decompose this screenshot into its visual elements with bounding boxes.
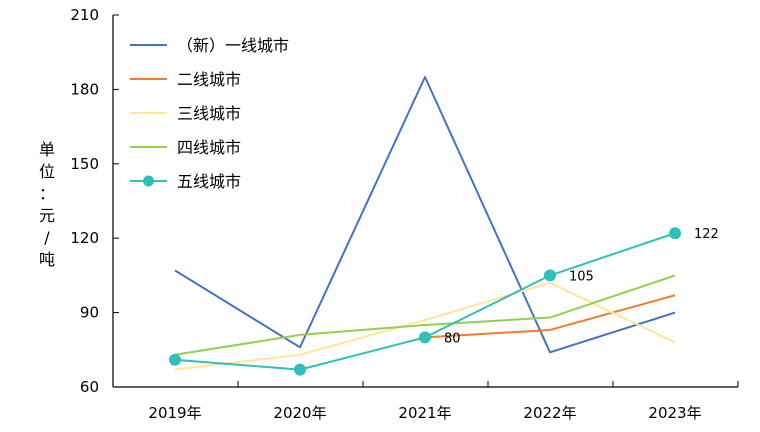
series-lines [169, 76, 681, 376]
y-axis-label-char: 单 [39, 140, 55, 159]
series-line [174, 281, 676, 371]
legend-label: 二线城市 [177, 70, 241, 89]
x-tick-label: 2020年 [273, 404, 326, 422]
legend-label: 三线城市 [177, 104, 241, 123]
x-tick-label: 2022年 [523, 404, 576, 422]
y-axis-label-char: 位 [39, 162, 55, 181]
series-point [669, 227, 681, 240]
data-label: 80 [444, 331, 461, 346]
legend-label: （新）一线城市 [177, 36, 289, 55]
y-axis-label-char: / [44, 228, 50, 247]
series-point [419, 331, 431, 344]
y-axis-label-char: 吨 [39, 250, 55, 269]
x-tick-label: 2019年 [148, 404, 201, 422]
y-tick-label: 180 [70, 80, 99, 98]
x-tick-label: 2021年 [398, 404, 451, 422]
series-point [294, 363, 306, 376]
series-line [424, 294, 676, 339]
series-line [174, 274, 676, 356]
x-tick-label: 2023年 [648, 404, 701, 422]
series-line [174, 76, 676, 354]
y-tick-label: 60 [80, 378, 99, 396]
series-point [169, 353, 181, 366]
y-axis-label-char: 元 [39, 206, 55, 225]
y-axis-label: 单位 ： 元 / 吨 [39, 140, 55, 269]
y-tick-label: 90 [80, 304, 99, 322]
y-tick-label: 120 [70, 229, 99, 247]
data-label: 105 [569, 269, 594, 284]
data-label: 122 [694, 227, 719, 242]
legend-marker [143, 175, 154, 187]
data-labels: 80 105 122 [444, 227, 719, 346]
axes: 60 90 120 150 180 210 2019年 2020年 2021年 2022年 2023… [70, 6, 739, 422]
y-axis-label-char: ： [39, 184, 55, 203]
series-point [544, 269, 556, 282]
legend-label: 五线城市 [177, 172, 241, 191]
y-tick-label: 210 [70, 6, 99, 24]
legend-label: 四线城市 [177, 138, 241, 157]
y-tick-label: 150 [70, 155, 99, 173]
